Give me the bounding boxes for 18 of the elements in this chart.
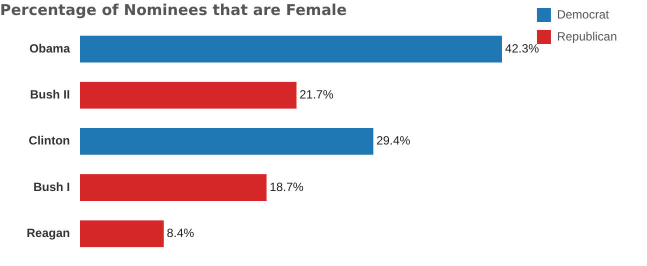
data-label: 29.4% (376, 134, 411, 148)
bar (80, 82, 296, 109)
y-tick-label: Bush I (33, 180, 70, 194)
legend-label: Democrat (556, 7, 610, 22)
y-tick-label: Bush II (30, 88, 70, 102)
y-tick-label: Clinton (28, 134, 70, 148)
bar (80, 220, 164, 248)
data-label: 42.3% (505, 41, 540, 56)
data-label: 21.7% (300, 88, 334, 102)
data-label: 8.4% (166, 226, 194, 240)
data-label: 18.7% (270, 180, 304, 194)
bar (80, 36, 502, 62)
legend-label: Republican (556, 29, 618, 44)
y-tick-label: Reagan (26, 226, 70, 240)
chart-title: Percentage of Nominees that are Female (0, 0, 347, 19)
y-tick-label: Obama (29, 41, 70, 56)
bar (80, 128, 374, 155)
bar (80, 174, 267, 201)
